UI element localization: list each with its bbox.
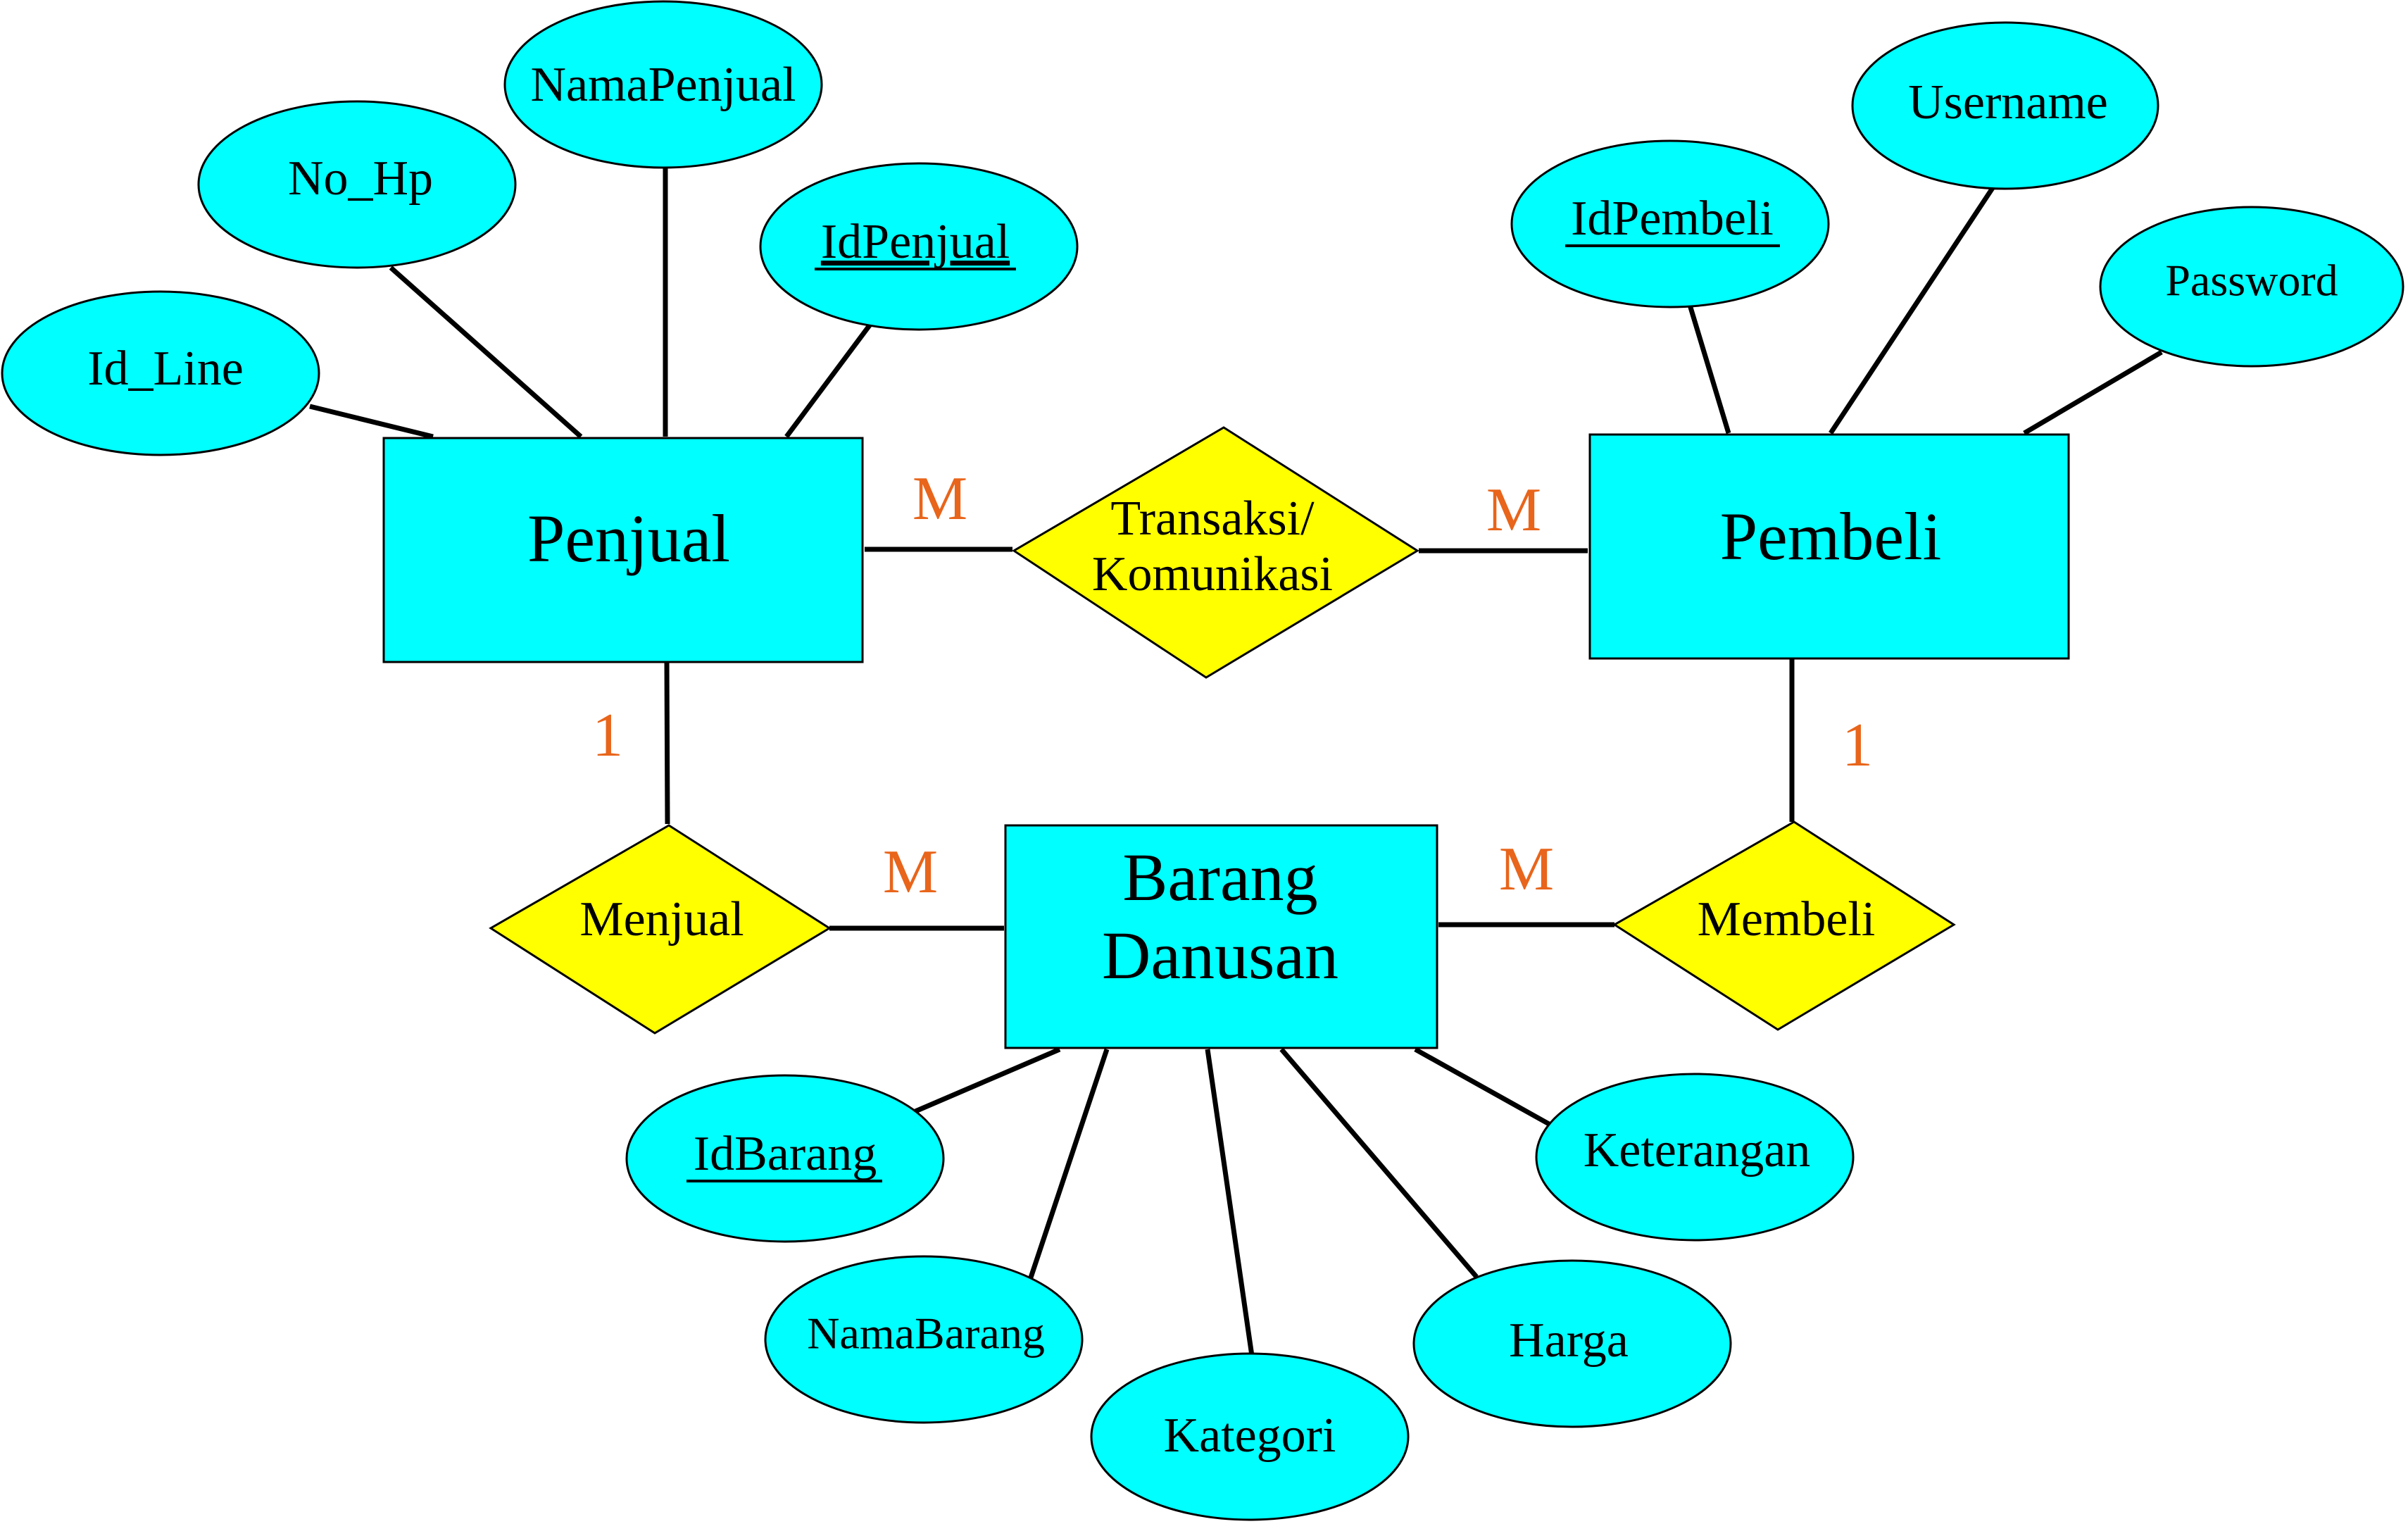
cardinality-penjual-menjual: 1 [592,701,623,770]
attribute-id-barang-label: IdBarang [694,1127,877,1181]
attribute-no-hp-label: No_Hp [288,151,433,206]
relationship-membeli: Membeli [1612,820,1956,1031]
attribute-id-penjual-label: IdPenjual [821,215,1010,269]
line-keterangan-barang [1414,1047,1550,1127]
attribute-kategori: Kategori [1090,1352,1410,1521]
attribute-id-barang: IdBarang [625,1074,945,1243]
relationship-membeli-label: Membeli [1698,892,1876,947]
entity-barang-danusan: Barang Danusan [1004,824,1438,1049]
line-kategori-barang [1205,1049,1255,1356]
line-harga-barang [1279,1047,1479,1279]
line-nohp-penjual [389,266,583,439]
entity-barang-label-line1: Barang [1122,839,1317,915]
attribute-nama-penjual: NamaPenjual [503,0,823,169]
attribute-harga-label: Harga [1509,1313,1629,1368]
line-username-pembeli [1829,187,1995,435]
attribute-nama-barang: NamaBarang [764,1255,1084,1424]
attribute-harga: Harga [1412,1259,1732,1428]
entity-penjual: Penjual [382,437,864,663]
entity-penjual-label: Penjual [527,501,730,576]
attribute-id-penjual: IdPenjual [759,162,1079,331]
cardinality-penjual-transaksi: M [913,465,967,533]
line-idbarang-barang [914,1047,1061,1114]
attribute-nama-barang-label: NamaBarang [807,1308,1045,1359]
entity-pembeli: Pembeli [1588,433,2070,660]
cardinality-menjual-barang: M [883,838,938,906]
attribute-keterangan-label: Keterangan [1584,1123,1811,1178]
attribute-username-label: Username [1908,75,2108,130]
line-namabarang-barang [1027,1048,1110,1281]
line-idline-penjual [309,404,434,439]
attribute-id-line: Id_Line [1,290,320,456]
entity-pembeli-label: Pembeli [1720,499,1942,574]
cardinality-pembeli-transaksi: M [1486,476,1541,544]
entity-barang-label-line2: Danusan [1102,918,1338,993]
relationship-menjual-label: Menjual [579,892,744,947]
line-idpenjual-penjual [784,323,872,439]
relationship-menjual: Menjual [489,824,832,1035]
relationship-transaksi-label-line1: Transaksi/ [1110,492,1315,546]
attribute-password: Password [2099,206,2404,368]
attribute-nama-penjual-label: NamaPenjual [530,58,796,112]
line-password-pembeli [2023,349,2163,436]
connector-lines [309,167,2163,1356]
cardinality-barang-membeli: M [1499,835,1554,904]
attribute-kategori-label: Kategori [1164,1409,1336,1463]
relationship-transaksi-label-line2: Komunikasi [1092,547,1333,601]
attribute-no-hp: No_Hp [197,100,517,269]
attribute-id-line-label: Id_Line [87,342,244,396]
attribute-username: Username [1851,21,2159,190]
attribute-password-label: Password [2165,256,2338,306]
cardinality-pembeli-membeli: 1 [1842,711,1873,780]
attribute-keterangan: Keterangan [1535,1073,1855,1242]
attribute-id-pembeli-label: IdPembeli [1571,192,1774,246]
attribute-id-pembeli: IdPembeli [1510,139,1830,308]
relationship-transaksi: Transaksi/ Komunikasi [1012,426,1419,679]
cardinality-labels: M M 1 M M 1 [592,465,1873,906]
